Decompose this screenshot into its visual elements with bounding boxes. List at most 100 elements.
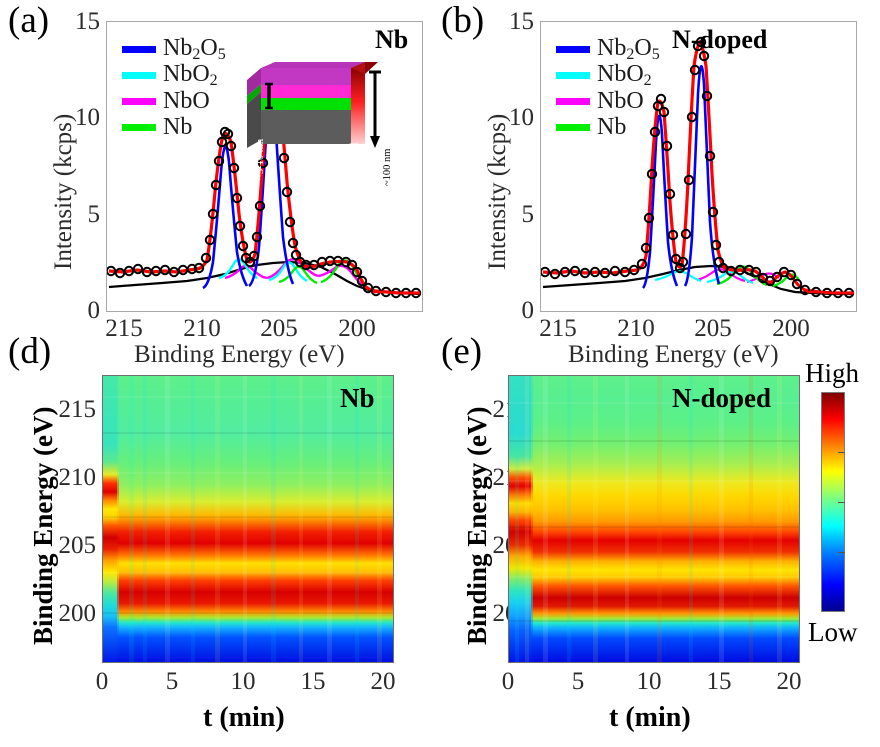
inset-side-nbox: [247, 84, 261, 104]
panel-label-e: (e): [441, 331, 483, 372]
inset-layer-top-oxide: [261, 68, 351, 85]
inset-label-nb: Nb: [319, 183, 334, 197]
panel-a-xtick-210: 210: [183, 315, 221, 342]
panel-d-steady-field: [103, 376, 393, 662]
legend-label-nb-b: Nb: [597, 114, 627, 140]
panel-a-xtick-215: 215: [105, 315, 143, 342]
panel-b-ytick-0: 0: [521, 297, 535, 324]
panel-a-tail-curve: [373, 290, 420, 295]
panel-a-ytick-0: 0: [87, 297, 101, 324]
panel-e-xtick-5: 5: [571, 668, 585, 695]
panel-a-ytick-5: 5: [87, 201, 101, 228]
colorbar-tick-upper: [838, 452, 845, 453]
panel-b-xtick-205: 205: [694, 315, 732, 342]
inset-top-face: [261, 62, 365, 68]
panel-e-transient-column: [509, 376, 533, 662]
panel-e-row-texture: [509, 402, 799, 622]
panel-b-ytick-5: 5: [521, 201, 535, 228]
panel-e-heatmap-area: [508, 375, 800, 663]
legend-item-nb2o5: Nb2O5: [122, 34, 226, 63]
legend-label-nb: Nb: [163, 114, 193, 140]
panel-d-ytick-215: 215: [58, 396, 97, 423]
legend-swatch-nbo2-b: [556, 71, 590, 79]
inset-depth-arrow-head: [370, 136, 380, 148]
panel-b-y-axis-title: Intensity (kcps): [484, 113, 511, 270]
legend-item-nb: Nb: [122, 114, 226, 140]
panel-b-ytick-10: 10: [509, 104, 534, 131]
panel-b-data-markers: [541, 36, 855, 299]
panel-a-ytick-10: 10: [75, 104, 100, 131]
panel-e-xtick-0: 0: [501, 668, 515, 695]
legend-item-nbo-b: NbO: [556, 88, 660, 114]
legend-item-nbo: NbO: [122, 88, 226, 114]
panel-d-heatmap-svg: [103, 376, 393, 662]
panel-label-b: (b): [441, 0, 485, 41]
panel-e-heatmap-svg: [509, 376, 799, 662]
panel-e-xtick-10: 10: [636, 668, 662, 695]
legend-item-nb2o5-b: Nb2O5: [556, 34, 660, 63]
panel-b-xtick-200: 200: [772, 315, 810, 342]
panel-e-x-axis-title: t (min): [609, 702, 691, 733]
legend-swatch-nb2o5-b: [556, 45, 590, 53]
panel-b-legend: Nb2O5 NbO2 NbO Nb: [556, 34, 660, 142]
panel-e-transition-band: [531, 376, 541, 662]
panel-d-xtick-10: 10: [230, 668, 256, 695]
panel-d-transient-column: [103, 376, 119, 662]
panel-a-legend: Nb2O5 NbO2 NbO Nb: [122, 34, 226, 142]
panel-a-sample-tag: Nb: [375, 25, 409, 54]
panel-d-ytick-200: 200: [58, 600, 97, 627]
legend-swatch-nb2o5: [122, 45, 156, 53]
panel-a-xtick-200: 200: [338, 315, 376, 342]
legend-label-nbo2: NbO2: [163, 60, 218, 89]
inset-rf-face: [351, 68, 365, 144]
panel-a-inset-schematic: Nb2O5 NbOx Nb ~5-10 nm RF-Field ~100 nm: [247, 62, 393, 196]
legend-label-nb2o5-b: Nb2O5: [597, 34, 660, 63]
inset-layer-nb2o5: [261, 85, 351, 98]
legend-swatch-nb-b: [556, 123, 590, 131]
inset-side-oxide: [247, 68, 261, 96]
colorbar-tick-middle: [838, 502, 845, 503]
panel-a-x-axis-title: Binding Energy (eV): [134, 341, 345, 368]
panel-b-sample-tag: N-doped: [672, 25, 768, 54]
panel-e-steady-field: [509, 376, 799, 662]
legend-label-nbo: NbO: [163, 88, 210, 114]
panel-e-xtick-15: 15: [706, 668, 732, 695]
inset-label-nbox: NbOx: [311, 159, 337, 174]
inset-label-nb2o5: Nb2O5: [309, 146, 339, 161]
legend-item-nbo2: NbO2: [122, 60, 226, 89]
panel-b-tail-curve: [807, 290, 854, 295]
legend-swatch-nbo2: [122, 71, 156, 79]
panel-a-y-axis-title: Intensity (kcps): [50, 113, 77, 270]
panel-d-xtick-15: 15: [300, 668, 326, 695]
panel-d-x-axis-title: t (min): [203, 702, 285, 733]
inset-layer-nbox: [261, 98, 351, 110]
inset-rf-bevel: [351, 62, 365, 74]
panel-a-xtick-205: 205: [260, 315, 298, 342]
panel-a-spectrum-svg: [107, 79, 422, 299]
legend-swatch-nbo-b: [556, 97, 590, 105]
panel-b-spectrum-svg: [541, 36, 855, 299]
inset-layer-nb: [261, 110, 351, 144]
legend-label-nb2o5: Nb2O5: [163, 34, 226, 63]
panel-d-xtick-5: 5: [165, 668, 179, 695]
panel-b-x-axis-title: Binding Energy (eV): [568, 341, 779, 368]
panel-d-xtick-20: 20: [370, 668, 396, 695]
panel-label-a: (a): [8, 0, 50, 41]
panel-a-ytick-15: 15: [75, 8, 100, 35]
colorbar-low-label: Low: [808, 617, 858, 647]
inset-label-thickness: ~5-10 nm: [254, 138, 266, 180]
panel-e-sample-tag: N-doped: [672, 383, 772, 413]
panel-d-xtick-0: 0: [95, 668, 109, 695]
legend-label-nbo-b: NbO: [597, 88, 644, 114]
colorbar-tick-lower: [838, 552, 845, 553]
panel-d-row-texture: [103, 396, 393, 614]
panel-label-d: (d): [8, 331, 52, 372]
legend-label-nbo2-b: NbO2: [597, 60, 652, 89]
panel-b-xtick-210: 210: [617, 315, 655, 342]
panel-d-heatmap-area: [102, 375, 394, 663]
legend-swatch-nb: [122, 123, 156, 131]
panel-e-scan-stripes: [515, 376, 782, 662]
panel-d-transition-band: [117, 376, 127, 662]
inset-label-rf-field: RF-Field: [348, 142, 361, 187]
